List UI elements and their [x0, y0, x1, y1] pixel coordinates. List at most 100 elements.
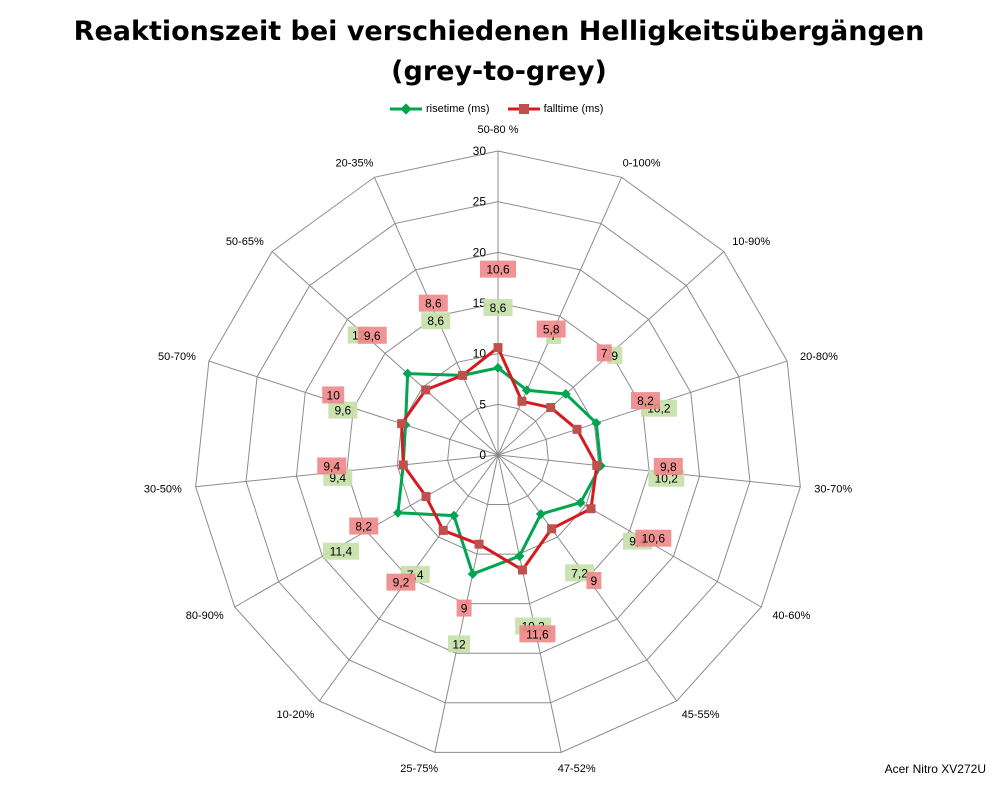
data-point	[517, 396, 527, 406]
chart-subtitle: (grey-to-grey)	[391, 56, 607, 87]
category-label: 50-65%	[226, 236, 264, 248]
data-point	[421, 492, 431, 502]
tick-label: 25	[473, 195, 487, 209]
legend-item-risetime: risetime (ms)	[390, 103, 490, 115]
svg-text:8,6: 8,6	[427, 314, 444, 328]
data-point	[438, 525, 448, 535]
data-label: 8,2	[349, 517, 379, 535]
category-label: 20-35%	[335, 158, 373, 170]
svg-text:8,6: 8,6	[425, 297, 442, 311]
data-point	[474, 539, 484, 549]
data-point	[458, 370, 468, 380]
tick-label: 5	[479, 397, 486, 411]
series-risetime	[393, 362, 606, 579]
legend-item-falltime: falltime (ms)	[507, 103, 604, 115]
data-point	[592, 460, 602, 470]
data-label: 11,4	[322, 542, 359, 560]
data-label: 12	[448, 635, 471, 653]
tick-label: 0	[479, 448, 486, 462]
legend-label-risetime: risetime (ms)	[426, 103, 490, 115]
legend-swatch-falltime	[507, 104, 540, 114]
data-label: 8,6	[483, 298, 513, 316]
data-label: 8,6	[418, 294, 448, 312]
data-point	[586, 504, 596, 514]
data-point	[493, 343, 503, 353]
data-point	[517, 565, 527, 575]
svg-text:10,2: 10,2	[655, 472, 679, 486]
data-label: 9,4	[317, 457, 347, 475]
svg-text:9: 9	[611, 349, 618, 363]
data-label: 10	[322, 386, 345, 404]
svg-text:10,6: 10,6	[642, 532, 666, 546]
data-point	[575, 497, 586, 508]
tick-label: 15	[473, 296, 487, 310]
radar-grid	[195, 150, 801, 753]
svg-text:7,2: 7,2	[571, 566, 588, 580]
grid-spoke	[271, 251, 499, 456]
svg-text:12: 12	[452, 637, 466, 651]
radial-tick-labels: 0 5 10 15 20 25 30	[473, 144, 487, 462]
chart-title: Reaktionszeit bei verschiedenen Helligke…	[0, 12, 998, 92]
grid-spoke	[497, 454, 562, 753]
category-label: 10-90%	[732, 236, 770, 248]
legend: risetime (ms) falltime (ms)	[390, 100, 621, 118]
data-point	[547, 524, 557, 534]
watermark: Acer Nitro XV272U	[884, 762, 986, 776]
data-point	[546, 403, 556, 413]
data-point	[448, 510, 459, 521]
tick-label: 10	[473, 347, 487, 361]
data-labels: 8,67910,210,29,47,210,2127,411,49,49,612…	[317, 260, 685, 653]
data-label: 10,6	[480, 260, 516, 278]
svg-text:8,2: 8,2	[637, 394, 654, 408]
data-point	[493, 362, 503, 373]
category-label: 40-60%	[772, 610, 810, 622]
data-label: 5,8	[536, 320, 566, 338]
svg-text:9: 9	[591, 574, 598, 588]
svg-text:9,8: 9,8	[660, 460, 677, 474]
svg-text:7: 7	[601, 346, 608, 360]
data-point	[560, 389, 571, 399]
svg-text:11,6: 11,6	[526, 627, 549, 641]
chart-title-main: Reaktionszeit bei verschiedenen Helligke…	[73, 16, 925, 47]
tick-label: 30	[473, 144, 487, 158]
category-label: 25-75%	[400, 763, 438, 775]
category-labels: 50-80 % 0-100% 10-90% 20-80% 30-70% 40-60% 45-…	[144, 124, 852, 775]
svg-text:5,8: 5,8	[543, 323, 560, 337]
svg-text:10,6: 10,6	[486, 263, 510, 277]
data-point	[591, 418, 602, 429]
data-label: 9,2	[386, 573, 416, 591]
data-label: 9	[456, 599, 472, 617]
data-label: 9,6	[328, 401, 358, 419]
svg-text:9,4: 9,4	[323, 459, 340, 473]
data-point	[572, 424, 582, 434]
svg-text:9: 9	[461, 602, 468, 616]
data-point	[467, 568, 478, 579]
svg-text:11,4: 11,4	[330, 545, 353, 559]
data-point	[398, 460, 408, 470]
legend-label-falltime: falltime (ms)	[543, 103, 604, 115]
svg-text:8,6: 8,6	[490, 301, 507, 315]
data-label: 9	[586, 571, 602, 589]
category-label: 20-80%	[800, 351, 838, 363]
data-label: 8,6	[421, 312, 451, 330]
grid-spoke	[497, 177, 623, 456]
data-point	[421, 385, 431, 395]
tick-label: 20	[473, 245, 487, 259]
data-label: 9,6	[357, 326, 387, 344]
legend-swatch-risetime	[390, 103, 422, 115]
grid-ring	[346, 302, 650, 605]
data-point	[535, 509, 546, 519]
data-point	[402, 368, 413, 379]
category-label: 10-20%	[276, 709, 314, 721]
data-label: 8,2	[630, 392, 660, 410]
category-label: 45-55%	[682, 709, 720, 721]
svg-text:8,2: 8,2	[355, 520, 372, 534]
svg-text:9,6: 9,6	[364, 329, 381, 343]
category-label: 0-100%	[623, 158, 661, 170]
svg-text:9,2: 9,2	[393, 576, 410, 590]
category-label: 30-70%	[814, 483, 852, 495]
data-point	[393, 507, 403, 518]
category-label: 50-70%	[158, 351, 196, 363]
category-label: 50-80 %	[478, 124, 519, 136]
